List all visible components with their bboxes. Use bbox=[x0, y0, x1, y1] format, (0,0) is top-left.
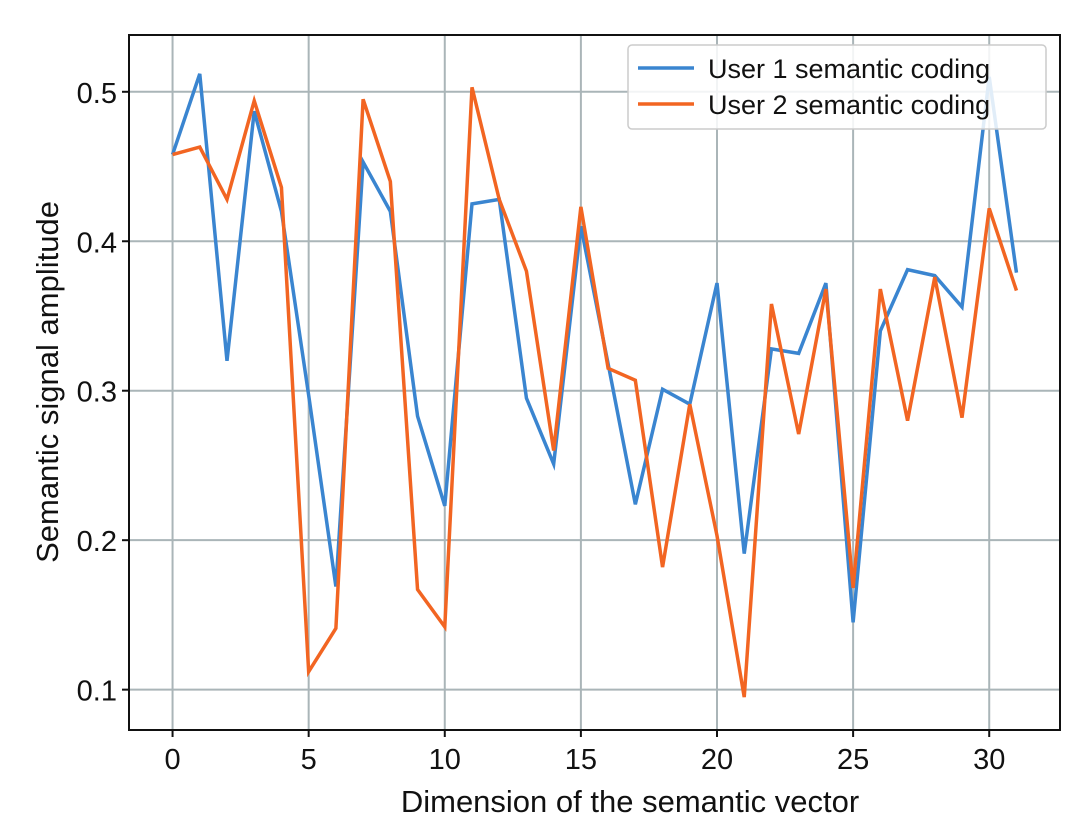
y-tick-label: 0.5 bbox=[77, 78, 117, 110]
legend-label-user2: User 2 semantic coding bbox=[708, 90, 990, 120]
series-line-user2 bbox=[172, 86, 1019, 698]
x-tick-label: 30 bbox=[973, 744, 1005, 776]
x-tick-label: 15 bbox=[565, 744, 597, 776]
y-tick-label: 0.3 bbox=[77, 377, 117, 409]
x-tick-label: 20 bbox=[701, 744, 733, 776]
y-tick-label: 0.4 bbox=[77, 227, 117, 259]
y-tick-label: 0.2 bbox=[77, 526, 117, 558]
x-tick-label: 10 bbox=[429, 744, 461, 776]
y-axis-label: Semantic signal amplitude bbox=[30, 201, 65, 563]
x-tick-label: 0 bbox=[164, 744, 180, 776]
legend-label-user1: User 1 semantic coding bbox=[708, 54, 990, 84]
x-tick-label: 5 bbox=[301, 744, 317, 776]
y-tick-label: 0.1 bbox=[77, 676, 117, 708]
plot-frame bbox=[128, 34, 1061, 731]
legend-box bbox=[627, 44, 1047, 130]
legend: User 1 semantic coding User 2 semantic c… bbox=[627, 44, 1047, 130]
x-tick-label: 25 bbox=[837, 744, 869, 776]
series-lines bbox=[170, 73, 1019, 698]
axis-ticks: 0 5 10 15 20 25 30 0.1 0.2 0.3 0.4 0.5 bbox=[77, 78, 1006, 776]
x-axis-label: Dimension of the semantic vector bbox=[401, 784, 859, 819]
grid bbox=[129, 35, 1060, 730]
